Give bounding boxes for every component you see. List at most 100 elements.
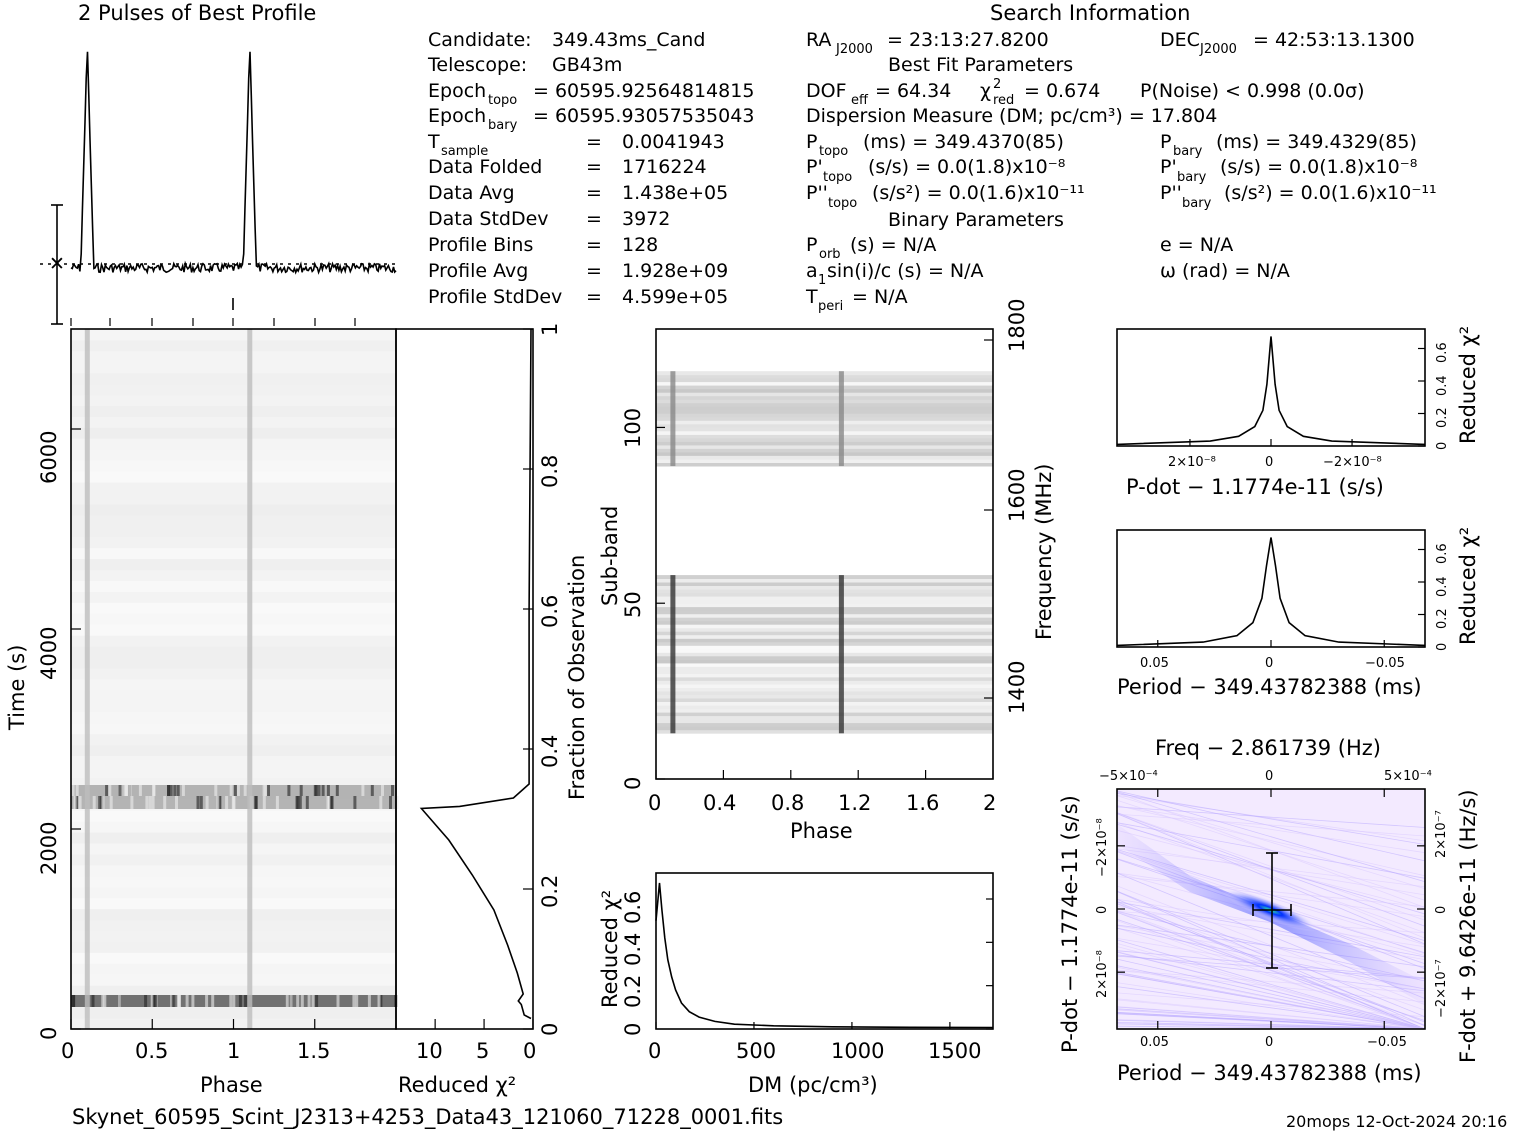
asini-sub: 1 [818, 273, 826, 288]
tp-speckle [185, 995, 189, 1007]
tp-speckle [367, 995, 371, 1007]
sb-row [656, 371, 993, 376]
tp-ytick-2: 4000 [37, 627, 61, 680]
ppd-streak [1116, 939, 1426, 1030]
sb-y2label: Frequency (MHz) [1032, 464, 1056, 640]
sb-row [656, 388, 993, 393]
asini-label: a [806, 260, 818, 282]
epoch-topo-value: = 60595.92564814815 [533, 80, 754, 102]
tp-speckle [150, 995, 154, 1007]
ppd-streak [1116, 812, 1426, 921]
tp-speckle [287, 785, 291, 796]
tp-speckle [108, 785, 112, 796]
rc-xtick-1: 5 [476, 1039, 489, 1063]
epoch-bary-sub: bary [488, 118, 518, 133]
tp-speckle [326, 785, 330, 796]
tp-speckle [229, 785, 233, 796]
tp-speckle [236, 785, 240, 796]
tp-speckle [296, 796, 300, 809]
tp-speckle [148, 796, 152, 809]
tp-xtick-0: 0 [61, 1039, 74, 1063]
ppd-streak [1116, 986, 1426, 1030]
ppd-title: Freq − 2.861739 (Hz) [1155, 736, 1381, 760]
tp-xtick-1: 0.5 [135, 1039, 168, 1063]
tp-row [71, 886, 396, 899]
eq-sign: = [586, 208, 602, 230]
sb-row [656, 673, 993, 678]
sb-row [656, 694, 993, 699]
tp-speckle [300, 995, 304, 1007]
profile-panel: ✕ [40, 51, 397, 326]
sb-row [656, 641, 993, 646]
sb-row [656, 603, 993, 608]
period-ylabel: Reduced χ² [1456, 527, 1480, 645]
tp-speckle [389, 796, 392, 809]
pdot-bary-value: (s/s) = 0.0(1.8)x10⁻⁸ [1220, 156, 1417, 178]
sb-row [656, 596, 993, 601]
tp-row [71, 657, 396, 669]
profile-bins-value: 128 [622, 234, 658, 256]
tp-row [71, 646, 396, 658]
ppd-ytick-2: −2×10⁻⁸ [1095, 818, 1110, 877]
ppd-xtick-2: −0.05 [1367, 1035, 1407, 1050]
dm-xlabel: DM (pc/cm³) [748, 1073, 878, 1097]
ppd-streak [1116, 793, 1426, 845]
tp-row [71, 810, 396, 822]
ppd-streak [1116, 805, 1426, 854]
ppd-streak [1116, 872, 1426, 999]
tp-speckle [275, 796, 279, 809]
tp-speckle [169, 785, 173, 796]
ppd-streak [1116, 951, 1426, 1030]
sb-pulse-0-0 [670, 575, 676, 734]
pdot-ytick-3: 0.6 [1435, 342, 1450, 363]
dec-value: = 42:53:13.1300 [1253, 29, 1415, 51]
ppd-streak [1116, 903, 1426, 1023]
tp-xtick-3: 1.5 [297, 1039, 330, 1063]
tp-speckle [315, 995, 319, 1007]
tp-speckle [75, 796, 79, 809]
tp-row [71, 558, 396, 571]
pdot-panel: P-dot − 1.1774e-11 (s/s) Reduced χ² 2×10… [1116, 326, 1480, 499]
porb-sub: orb [819, 247, 841, 262]
tp-speckle [231, 796, 235, 809]
period-ytick-0: 0 [1435, 643, 1450, 651]
sb-row [656, 680, 993, 685]
ppd-streak [1116, 938, 1426, 990]
ppd-y2label: F-dot + 9.6426e-11 (Hz/s) [1456, 789, 1480, 1063]
tp-row [71, 580, 396, 592]
period-panel: Period − 349.43782388 (ms) Reduced χ² 0.… [1116, 527, 1480, 699]
telescope-label: Telescope: [427, 54, 527, 76]
sb-row [656, 705, 993, 710]
period-ytick-3: 0.6 [1435, 543, 1450, 564]
ppd-streak [1116, 791, 1426, 883]
ppd-streak [1116, 790, 1426, 862]
tp-speckle [244, 995, 248, 1007]
tp-row [71, 733, 396, 746]
tp-speckle [173, 785, 177, 796]
sb-ytick-0: 0 [621, 777, 645, 790]
sb-row [656, 578, 993, 583]
tp-speckle [313, 785, 317, 796]
sb-row [656, 462, 993, 467]
porb-value: (s) = N/A [850, 234, 936, 256]
tp-row [71, 974, 396, 986]
ppd-streak [1116, 992, 1426, 1018]
tperi-label: T [805, 286, 818, 308]
sb-row [656, 729, 993, 734]
tp-row [71, 438, 396, 450]
period-ytick-1: 0.2 [1435, 608, 1450, 629]
sb-row [656, 659, 993, 664]
tp-row [71, 952, 396, 964]
sb-row [656, 582, 993, 586]
tp-speckle [216, 796, 220, 809]
sb-row [656, 448, 993, 453]
eq-sign: = [586, 286, 602, 308]
dm-ticks [655, 898, 993, 1030]
tp-row [71, 635, 396, 647]
sb-row [656, 459, 993, 463]
sb-pulse-1-0 [838, 575, 844, 734]
ra-sub: J2000 [835, 42, 873, 57]
sb-row [656, 431, 993, 435]
tp-speckle [305, 796, 309, 809]
chi-label: χ [980, 80, 991, 102]
